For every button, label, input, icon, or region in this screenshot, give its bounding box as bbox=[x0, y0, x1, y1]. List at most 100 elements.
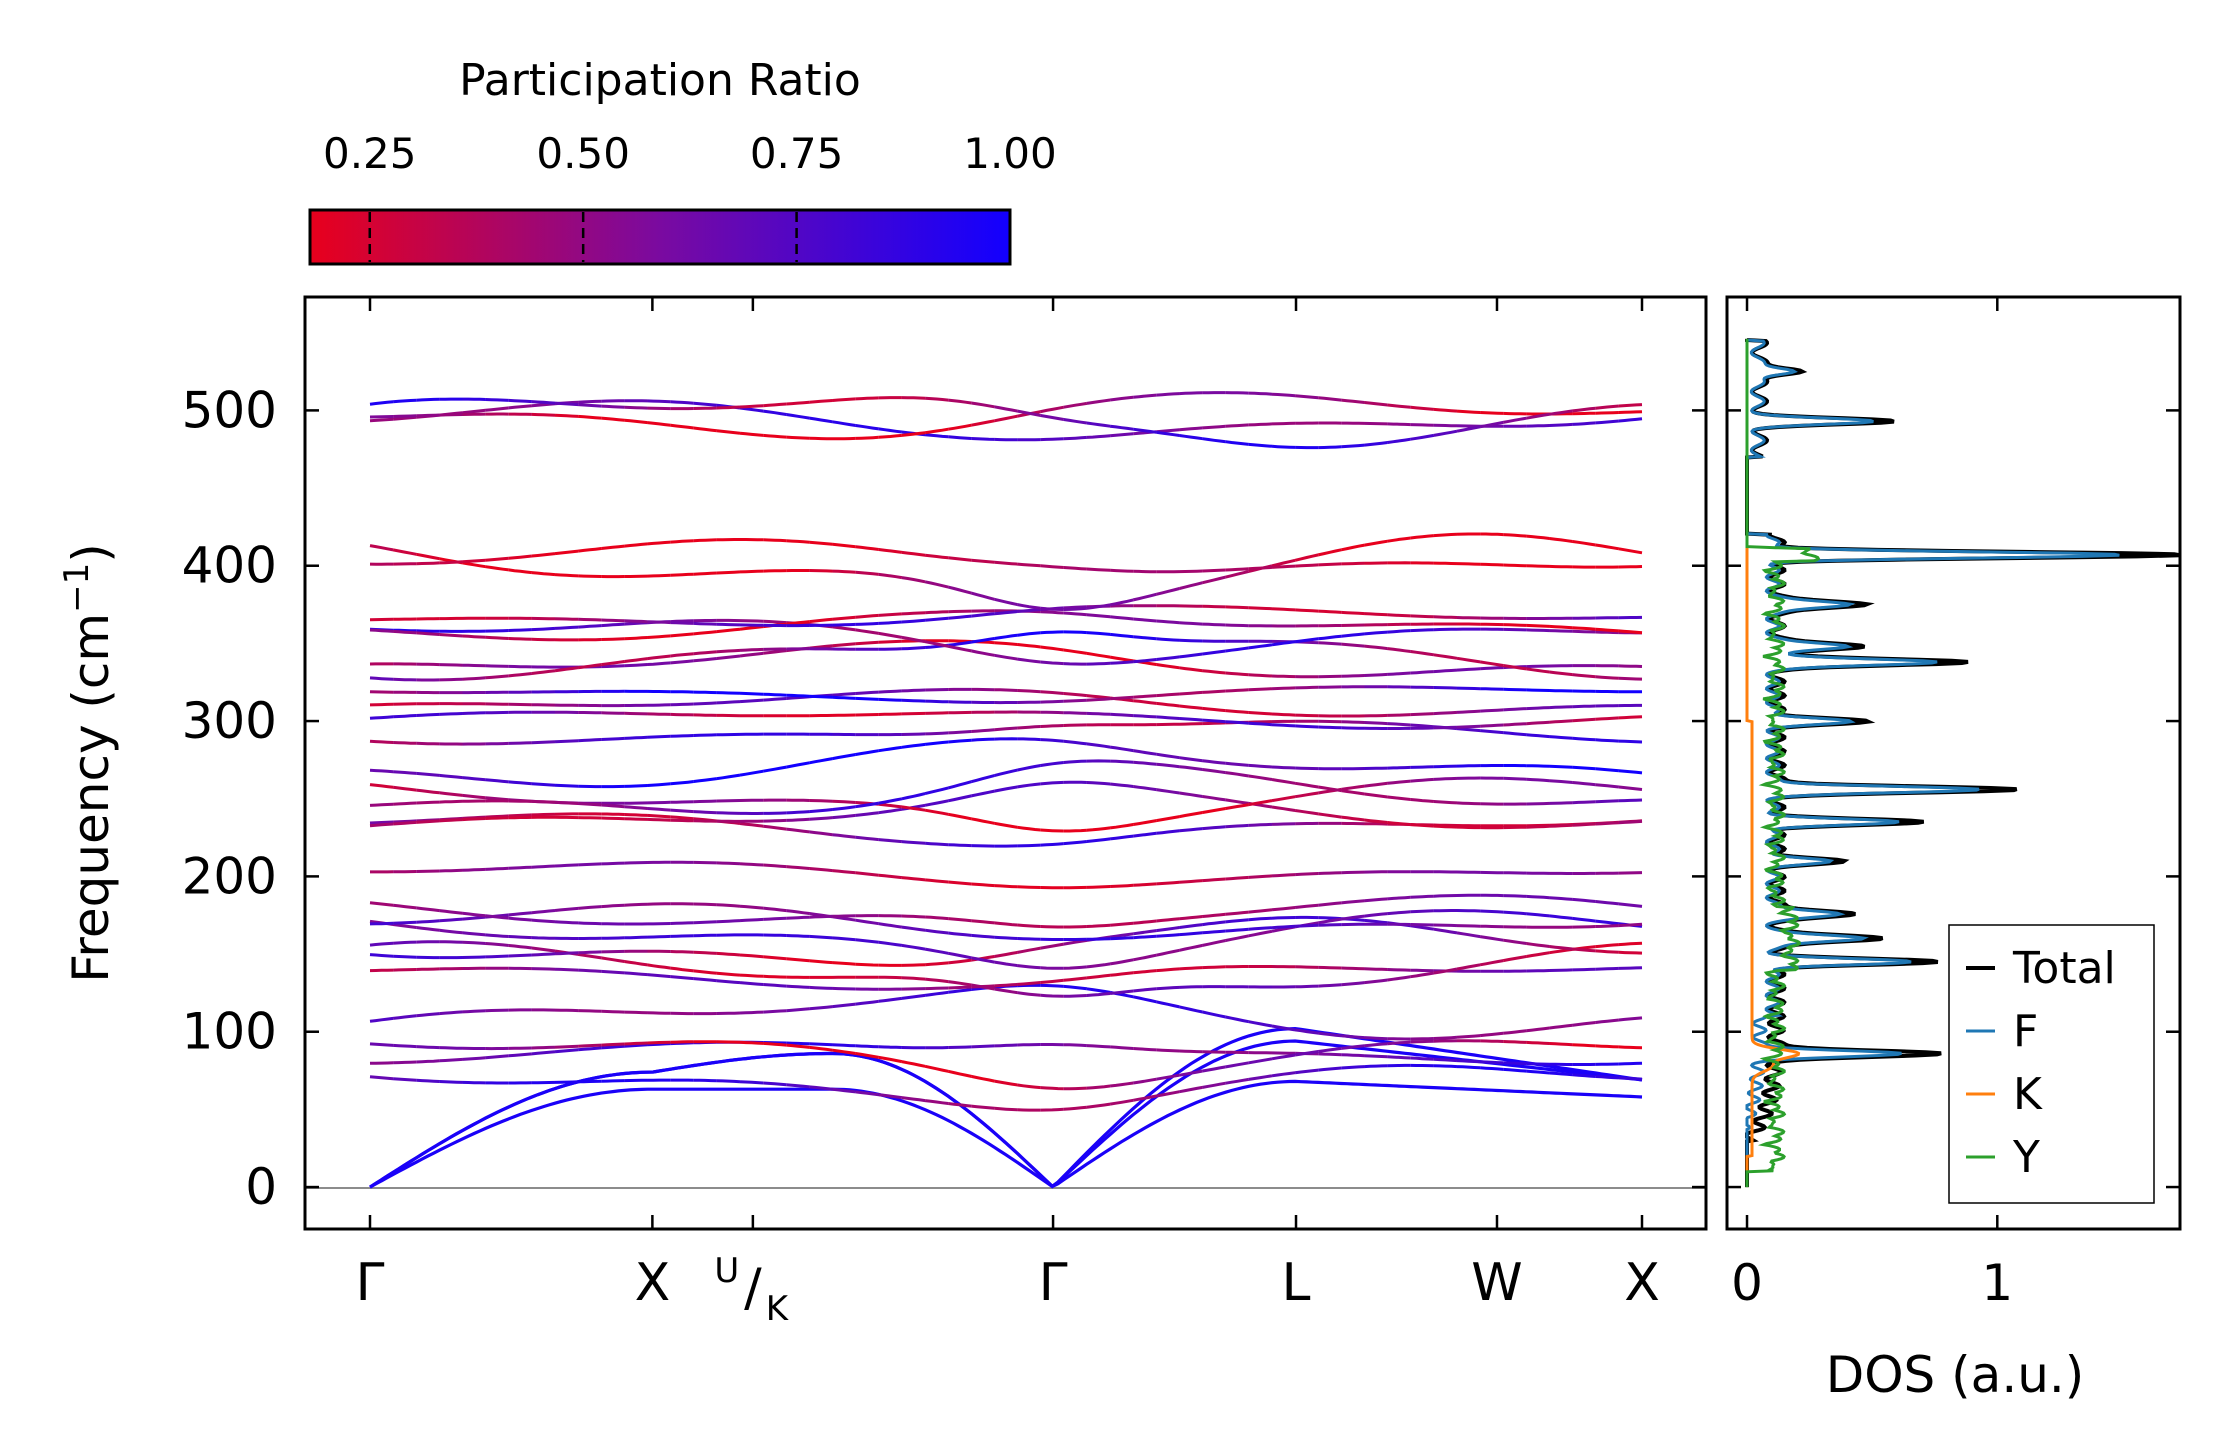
optical-band-segment bbox=[1295, 965, 1319, 969]
optical-band-segment bbox=[1225, 771, 1250, 778]
optical-band-segment bbox=[1109, 1081, 1134, 1088]
optical-band-segment bbox=[1364, 721, 1388, 726]
optical-band-segment bbox=[1063, 418, 1088, 425]
optical-band-segment bbox=[1017, 657, 1041, 664]
optical-band-segment bbox=[369, 953, 394, 958]
optical-band-segment bbox=[693, 810, 717, 815]
optical-band-segment bbox=[1202, 939, 1227, 947]
optical-band-segment bbox=[1294, 553, 1319, 562]
optical-band-segment bbox=[947, 1069, 972, 1078]
optical-band-segment bbox=[1549, 914, 1573, 920]
optical-band-segment bbox=[693, 977, 718, 983]
optical-band-segment bbox=[1294, 637, 1319, 644]
optical-band-segment bbox=[485, 565, 509, 572]
optical-band-segment bbox=[1456, 709, 1481, 714]
optical-band-segment bbox=[1109, 782, 1134, 788]
optical-band-segment bbox=[1456, 963, 1481, 971]
optical-band-segment bbox=[1109, 1045, 1134, 1050]
optical-band-segment bbox=[1225, 423, 1249, 428]
optical-band-segment bbox=[601, 404, 625, 409]
optical-band-segment bbox=[1040, 978, 1064, 984]
optical-band-segment bbox=[1572, 1073, 1596, 1078]
optical-band-segment bbox=[1133, 617, 1157, 623]
optical-band-segment bbox=[1086, 962, 1111, 969]
band-y-tick-label: 400 bbox=[182, 537, 277, 595]
optical-band-segment bbox=[1202, 807, 1226, 814]
optical-band-segment bbox=[1040, 828, 1064, 833]
optical-band-segment bbox=[971, 728, 995, 733]
optical-band-segment bbox=[716, 429, 741, 435]
optical-band-segment bbox=[1410, 723, 1435, 729]
optical-band-segment bbox=[1456, 425, 1481, 433]
optical-band-segment bbox=[809, 934, 833, 940]
optical-band-segment bbox=[1156, 788, 1180, 795]
optical-band-segment bbox=[1156, 1048, 1180, 1053]
band-y-tick-label: 0 bbox=[245, 1158, 277, 1216]
optical-band-segment bbox=[1456, 909, 1481, 913]
optical-band-segment bbox=[485, 954, 509, 959]
optical-band-segment bbox=[1318, 562, 1342, 567]
optical-band-segment bbox=[647, 782, 671, 787]
optical-band-segment bbox=[416, 1045, 440, 1050]
optical-band-segment bbox=[369, 783, 394, 789]
optical-band-segment bbox=[901, 611, 926, 616]
optical-band-segment bbox=[1618, 1045, 1643, 1050]
optical-band-segment bbox=[855, 871, 879, 877]
optical-band-segment bbox=[1202, 649, 1226, 656]
band-x-tick-label-K: K bbox=[766, 1289, 790, 1329]
optical-band-segment bbox=[1341, 815, 1365, 822]
optical-band-segment bbox=[832, 833, 856, 839]
optical-band-segment bbox=[1110, 568, 1134, 573]
optical-band-segment bbox=[1133, 393, 1157, 399]
optical-band-segment bbox=[485, 629, 509, 633]
optical-band-segment bbox=[901, 876, 926, 882]
optical-band-segment bbox=[855, 1044, 879, 1049]
optical-band-segment bbox=[462, 915, 486, 921]
optical-band-segment bbox=[925, 731, 949, 736]
optical-band-segment bbox=[1549, 779, 1573, 784]
optical-band-segment bbox=[1341, 398, 1365, 404]
optical-band-segment bbox=[1295, 685, 1319, 690]
optical-band-segment bbox=[1526, 969, 1550, 973]
optical-band-segment bbox=[601, 622, 625, 628]
optical-band-segment bbox=[1317, 785, 1342, 793]
optical-band-segment bbox=[601, 618, 625, 623]
optical-band-segment bbox=[1526, 733, 1550, 739]
optical-band-segment bbox=[948, 880, 972, 886]
optical-band-segment bbox=[971, 558, 995, 564]
optical-band-segment bbox=[601, 637, 625, 641]
optical-band-segment bbox=[601, 544, 625, 550]
optical-band-segment bbox=[832, 813, 856, 820]
optical-band-segment bbox=[1526, 534, 1550, 540]
optical-band-segment bbox=[1063, 662, 1087, 666]
optical-band-segment bbox=[531, 740, 556, 745]
optical-band-segment bbox=[1086, 837, 1111, 843]
optical-band-segment bbox=[1156, 762, 1180, 769]
optical-band-segment bbox=[1410, 765, 1434, 769]
optical-band-segment bbox=[1040, 437, 1064, 442]
optical-band-segment bbox=[1294, 809, 1319, 816]
optical-band-segment bbox=[1387, 795, 1411, 801]
optical-band-segment bbox=[1572, 916, 1596, 923]
optical-band-segment bbox=[832, 869, 856, 875]
optical-band-segment bbox=[1017, 725, 1041, 730]
optical-band-segment bbox=[878, 1045, 902, 1049]
optical-band-segment bbox=[1479, 420, 1504, 429]
optical-band-segment bbox=[925, 699, 949, 704]
optical-band-segment bbox=[901, 943, 926, 951]
optical-band-segment bbox=[1341, 642, 1365, 648]
optical-band-segment bbox=[1595, 966, 1619, 971]
optical-band-segment bbox=[693, 733, 717, 737]
optical-band-segment bbox=[763, 1081, 787, 1087]
optical-band-segment bbox=[739, 953, 764, 959]
optical-band-segment bbox=[1271, 916, 1296, 920]
optical-band-segment bbox=[1086, 826, 1111, 832]
band-x-tick-label: X bbox=[1624, 1253, 1660, 1313]
optical-band-segment bbox=[832, 914, 856, 918]
optical-band-segment bbox=[948, 730, 972, 735]
optical-band-segment bbox=[809, 1005, 833, 1011]
optical-band-segment bbox=[1110, 883, 1134, 888]
optical-band-segment bbox=[1179, 1049, 1203, 1054]
optical-band-segment bbox=[1248, 1020, 1273, 1028]
optical-band-segment bbox=[855, 621, 879, 626]
